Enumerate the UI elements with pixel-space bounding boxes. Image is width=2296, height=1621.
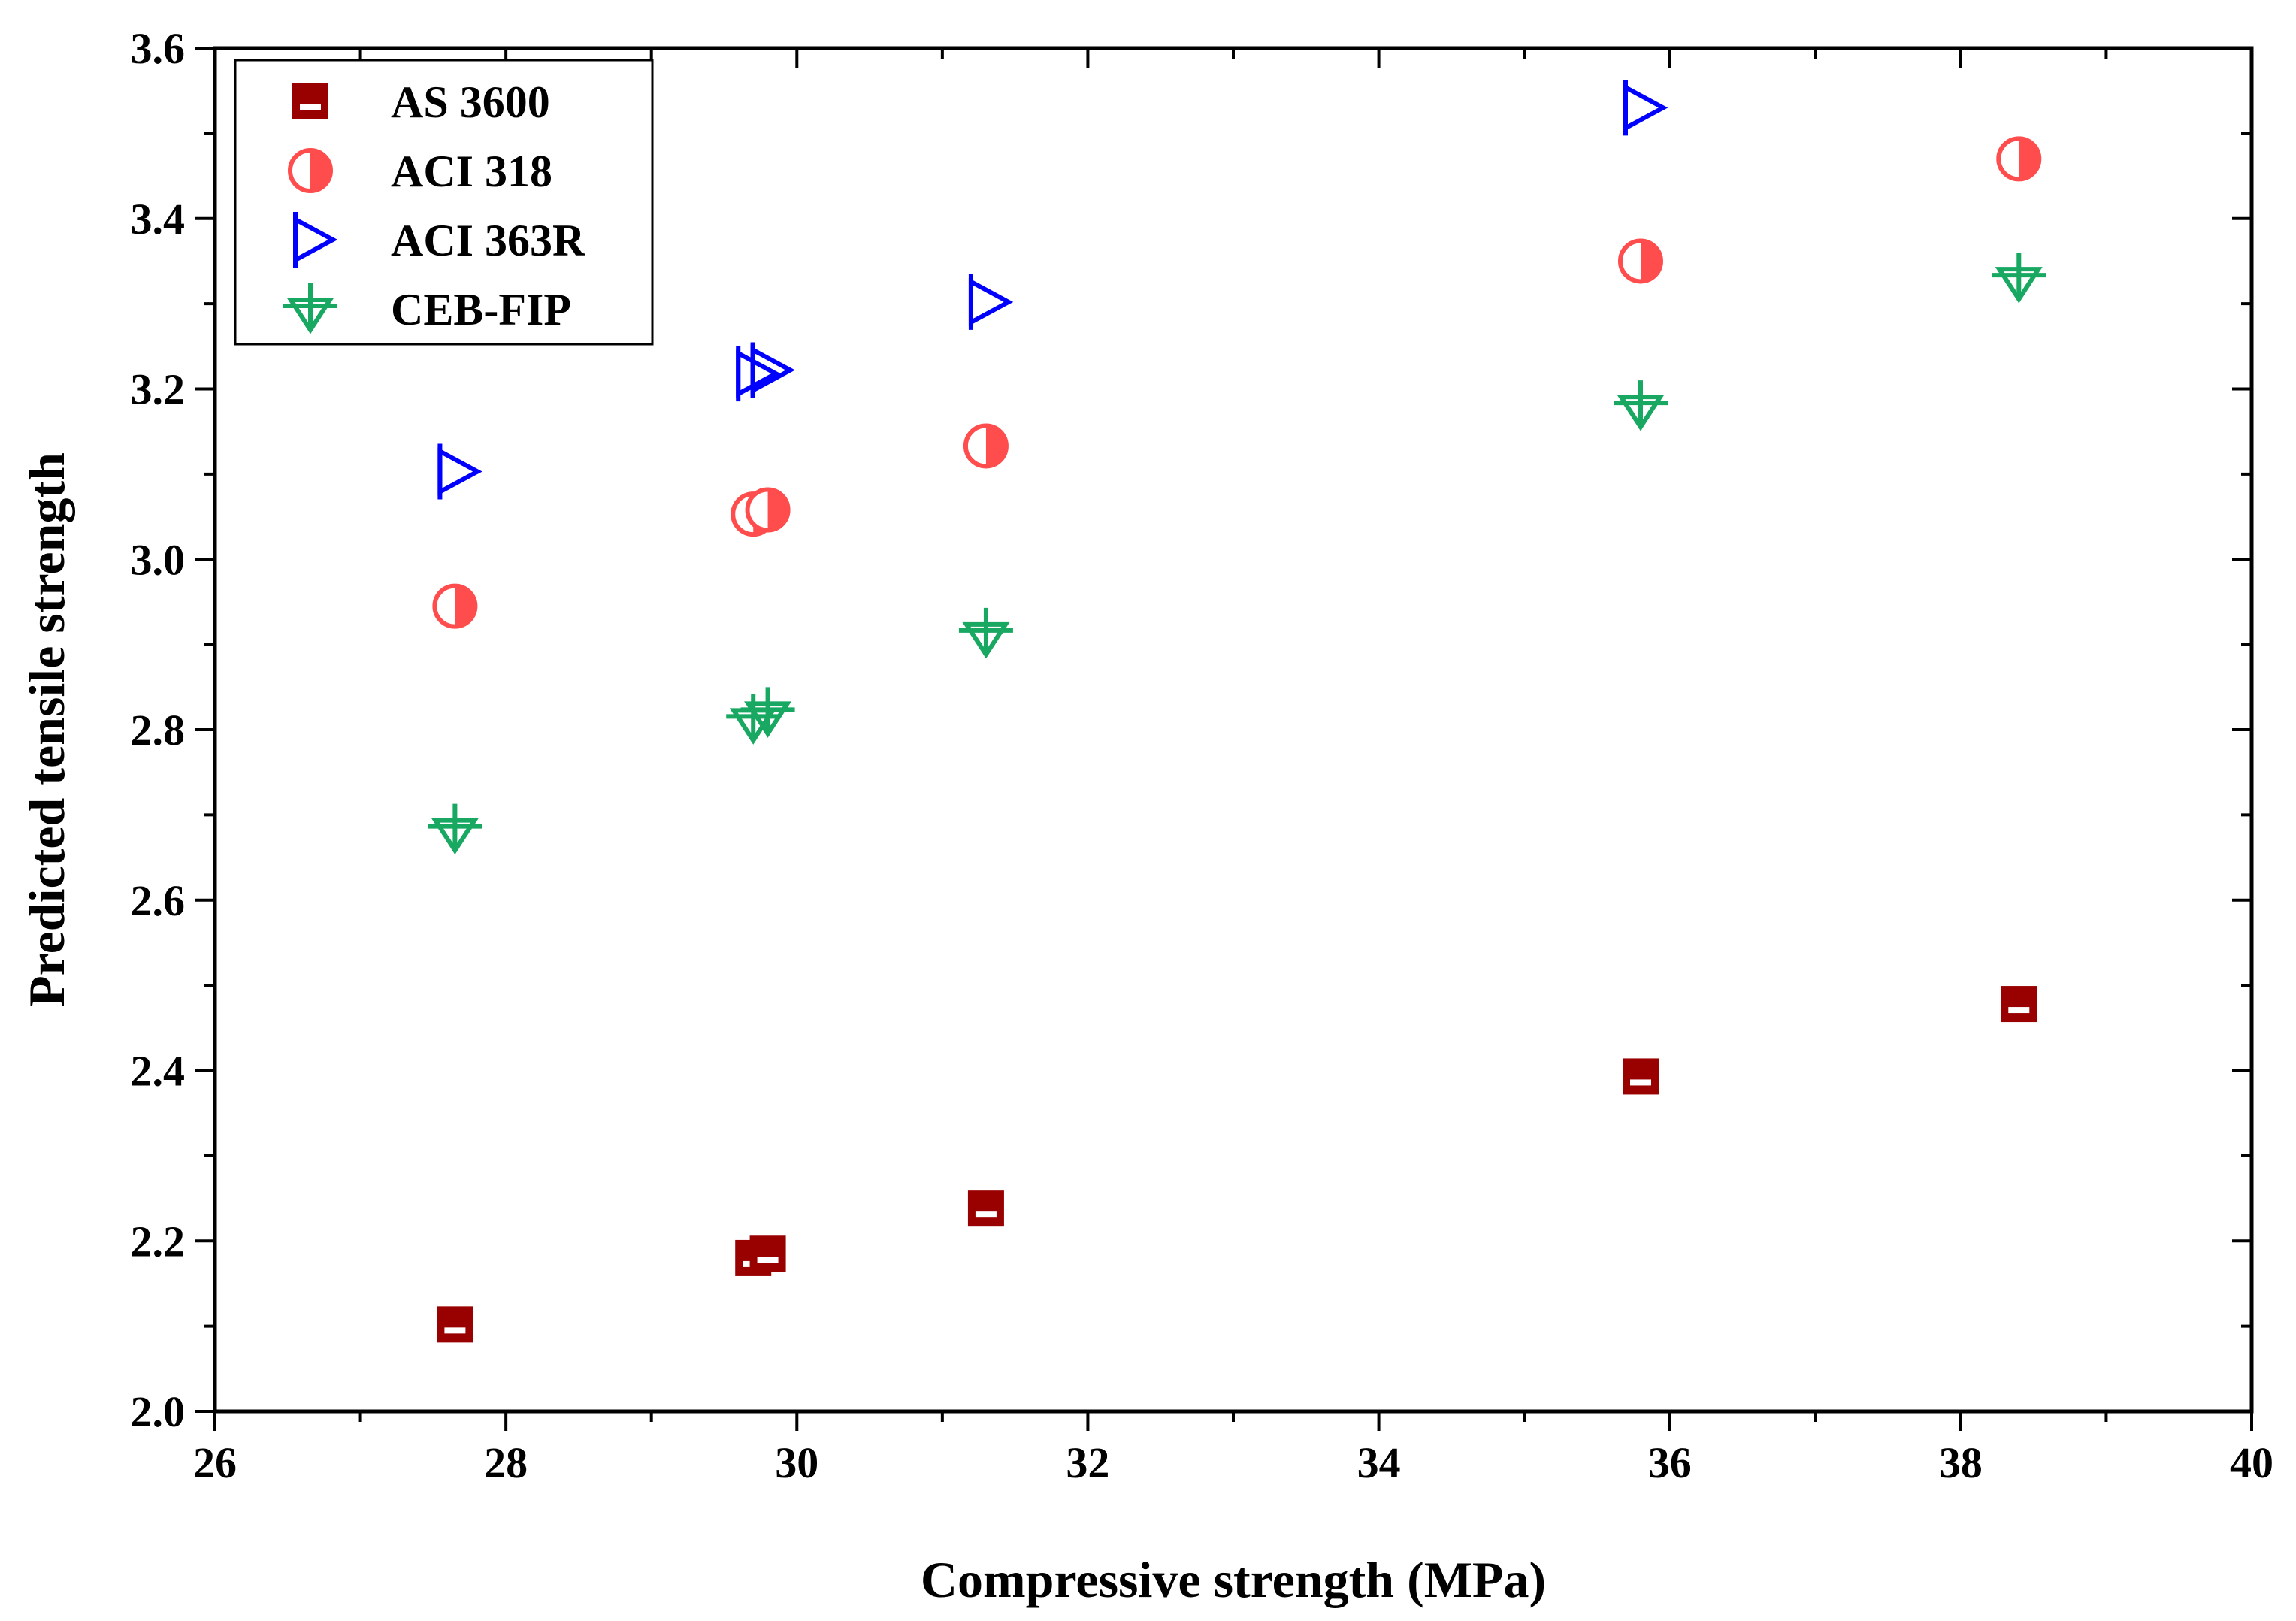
series-aci-363r [437,0,2041,500]
legend-label: AS 3600 [391,77,550,127]
y-tick-label: 2.0 [131,1387,186,1436]
y-tick-label: 2.2 [131,1217,186,1266]
x-tick-label: 32 [1066,1438,1109,1487]
x-tick-label: 34 [1357,1438,1401,1487]
data-point [428,803,482,855]
x-tick-label: 28 [484,1438,528,1487]
legend-label: CEB-FIP [391,285,571,334]
data-point [967,1190,1004,1227]
y-tick-label: 3.6 [131,24,186,73]
data-point [432,583,478,629]
series-aci-318 [432,136,2042,629]
data-marks [428,0,2046,1343]
y-axis-title: Predicted tensile strength [18,452,75,1007]
legend-item: ACI 318 [288,147,552,196]
legend: AS 3600 ACI 318 ACI 363R CEB-FIP [234,59,654,346]
legend-item: ACI 363R [293,212,585,268]
legend-marker [288,148,333,193]
data-point [1992,253,2046,304]
legend-marker [292,83,328,119]
data-point [2001,986,2037,1023]
data-point [1614,380,1668,431]
legend-item: CEB-FIP [283,283,571,334]
data-point [745,487,791,533]
y-tick-label: 2.6 [131,876,186,925]
y-tick-label: 3.2 [131,365,186,414]
data-point [968,274,1014,330]
data-point [749,1235,786,1272]
series-as-3600 [437,986,2037,1343]
data-point [2004,0,2041,26]
data-point [736,346,781,402]
y-tick-label: 3.0 [131,535,186,584]
legend-item: AS 3600 [292,77,550,127]
data-point [740,687,795,738]
data-point [750,342,795,398]
legend-marker [293,212,338,268]
x-tick-label: 36 [1648,1438,1692,1487]
y-tick-label: 3.4 [131,195,186,243]
data-point [437,443,482,500]
x-tick-label: 26 [193,1438,237,1487]
x-tick-label: 38 [1939,1438,1983,1487]
x-tick-label: 30 [775,1438,818,1487]
legend-label: ACI 318 [391,147,552,196]
tick-labels: 26 28 30 32 34 36 38 40 2.0 2.2 2.4 2.6 2.8 3.0 3.2 3.4… [131,24,2274,1487]
data-point [963,423,1009,469]
y-tick-label: 2.8 [131,706,186,755]
data-point [1618,238,1663,284]
data-point [726,694,781,745]
plot-frame [213,46,2254,1414]
legend-marker [283,283,337,334]
data-point [1623,80,1668,136]
legend-label: ACI 363R [391,216,585,265]
x-axis-title: Compressive strength (MPa) [921,1551,1546,1608]
data-point [1996,136,2042,182]
x-tick-label: 40 [2230,1438,2273,1487]
y-tick-label: 2.4 [131,1047,186,1096]
data-point [437,1306,473,1343]
data-point [958,607,1013,659]
data-point [1623,1058,1659,1095]
series-ceb-fip [428,253,2046,855]
